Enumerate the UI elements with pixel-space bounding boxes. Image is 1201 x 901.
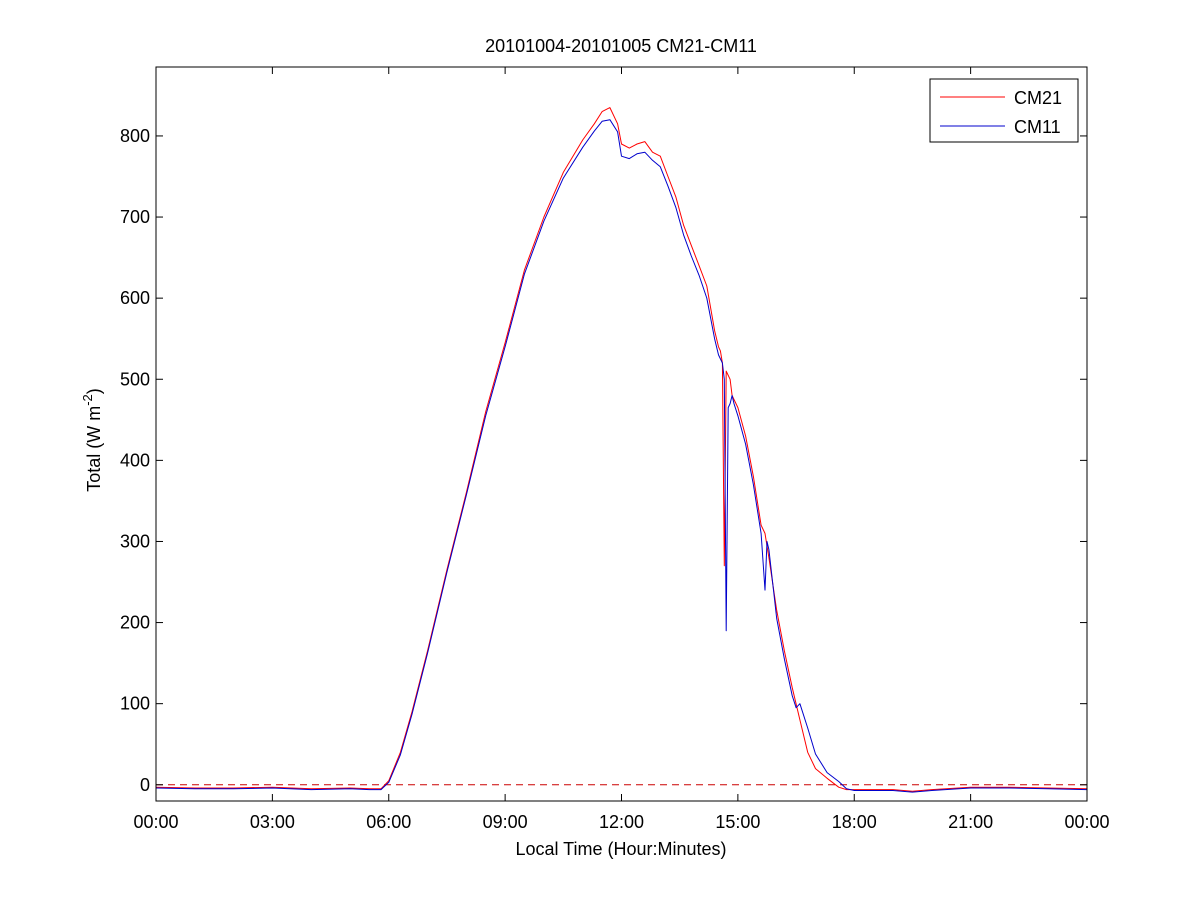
legend: CM21 CM11 [929, 78, 1079, 143]
y-tick-label: 0 [140, 775, 150, 795]
y-axis-label-main: Total (W m [84, 406, 104, 492]
series-line-cm11 [155, 119, 1088, 793]
legend-box [929, 78, 1079, 143]
y-tick-label: 300 [120, 531, 150, 551]
y-tick-label: 700 [120, 207, 150, 227]
chart-title: 20101004-20101005 CM21-CM11 [485, 36, 757, 56]
y-tick-label: 100 [120, 694, 150, 714]
plot-area [155, 107, 1088, 793]
y-tick-label: 800 [120, 126, 150, 146]
x-tick-label: 15:00 [715, 812, 760, 832]
y-tick-label: 400 [120, 450, 150, 470]
x-tick-label: 18:00 [832, 812, 877, 832]
x-tick-label: 03:00 [250, 812, 295, 832]
x-tick-label: 00:00 [133, 812, 178, 832]
x-tick-label: 21:00 [948, 812, 993, 832]
series-line-cm21 [155, 107, 1088, 792]
y-axis-label-end: ) [84, 388, 104, 394]
axis-ticks: 00:00 03:00 06:00 09:00 12:00 15:00 18:00 21:00… [120, 67, 1110, 832]
x-tick-label: 09:00 [483, 812, 528, 832]
y-axis-label: Total (W m-2) [80, 388, 104, 492]
x-tick-label: 00:00 [1064, 812, 1109, 832]
axes-frame [155, 66, 1088, 802]
legend-label-cm11: CM11 [1014, 117, 1061, 137]
x-tick-label: 06:00 [366, 812, 411, 832]
y-axis-label-superscript: -2 [80, 394, 95, 406]
x-tick-label: 12:00 [599, 812, 644, 832]
x-axis-label: Local Time (Hour:Minutes) [515, 839, 726, 859]
y-tick-label: 500 [120, 369, 150, 389]
y-tick-label: 600 [120, 288, 150, 308]
y-tick-label: 200 [120, 613, 150, 633]
legend-label-cm21: CM21 [1014, 88, 1062, 108]
